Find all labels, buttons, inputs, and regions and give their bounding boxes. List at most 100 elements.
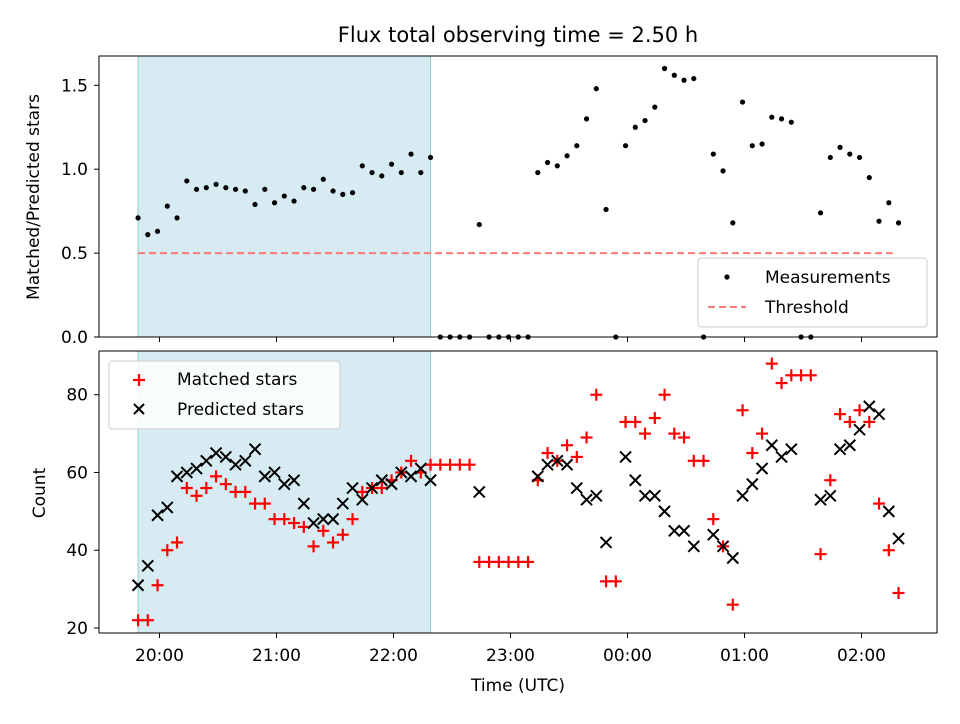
predicted-star-point — [170, 470, 184, 483]
matched-star-point — [200, 482, 213, 495]
matched-star-point — [171, 536, 184, 549]
legend-threshold-label: Threshold — [764, 298, 849, 318]
matched-star-point — [356, 485, 369, 498]
predicted-star-point — [356, 493, 369, 506]
top-x-tick-marks — [159, 337, 862, 342]
matched-star-point — [834, 408, 847, 421]
measurement-point — [330, 188, 336, 194]
predicted-star-point — [716, 540, 730, 553]
measurement-point — [291, 198, 297, 204]
bottom-y-axis: 20 40 60 80 — [66, 386, 99, 639]
measurement-point — [886, 200, 892, 206]
matched-star-point — [678, 431, 691, 444]
measurement-point — [154, 228, 161, 234]
predicted-star-point — [551, 454, 564, 468]
matched-star-point — [258, 497, 271, 510]
measurement-point — [837, 144, 843, 150]
predicted-star-point — [882, 505, 896, 518]
bottom-y-tick-label: 60 — [66, 463, 88, 483]
matched-star-point — [307, 540, 320, 553]
measurement-point — [408, 151, 414, 157]
predicted-star-point — [248, 442, 262, 456]
legend-matched-marker — [133, 374, 145, 386]
top-plot-frame — [98, 55, 938, 338]
predicted-star-point — [677, 524, 691, 538]
matched-star-point — [278, 513, 291, 526]
matched-star-point — [210, 470, 223, 483]
matched-star-point — [756, 427, 769, 440]
measurement-point — [135, 215, 141, 221]
matched-star-point — [141, 614, 154, 627]
measurement-point — [574, 143, 580, 149]
predicted-star-point — [843, 439, 857, 452]
chart-title: Flux total observing time = 2.50 h — [338, 23, 698, 47]
predicted-star-point — [365, 481, 379, 495]
measurement-point — [652, 104, 658, 110]
bottom-legend: Matched stars Predicted stars — [108, 360, 341, 430]
measurement-point — [759, 141, 765, 147]
measurement-point — [388, 161, 395, 167]
measurement-point — [252, 201, 258, 208]
measurement-point — [184, 178, 190, 184]
predicted-star-point — [541, 458, 554, 471]
predicted-star-point — [736, 489, 749, 503]
measurement-point — [232, 186, 239, 192]
bottom-points-layer — [131, 357, 905, 627]
measurement-point — [661, 65, 668, 72]
predicted-star-point — [833, 442, 847, 456]
predicted-star-point — [658, 505, 671, 518]
matched-star-point — [648, 412, 661, 425]
measurement-point — [164, 203, 170, 209]
predicted-star-point — [317, 512, 330, 526]
bottom-legend-box — [108, 360, 341, 430]
bottom-x-axis: 20:00 21:00 22:00 23:00 00:00 01:00 02:00 — [135, 633, 886, 666]
matched-star-point — [882, 544, 895, 557]
predicted-star-point — [229, 458, 242, 471]
legend-predicted-marker — [133, 403, 145, 415]
measurement-point — [788, 119, 794, 125]
matched-star-point — [375, 482, 388, 495]
matched-star-point — [336, 528, 349, 541]
matched-star-point — [151, 579, 164, 592]
matched-star-point — [639, 427, 652, 440]
matched-star-point — [346, 513, 359, 526]
predicted-star-point — [297, 497, 311, 510]
predicted-star-point — [619, 450, 632, 464]
matched-star-point — [853, 404, 866, 417]
top-y-tick-label: 0.5 — [61, 244, 88, 264]
measurement-point — [193, 186, 200, 192]
matched-star-point — [804, 369, 817, 382]
top-panel: 0.0 0.5 1.0 1.5 Flux total observing time =… — [24, 23, 938, 348]
measurement-point — [671, 72, 677, 78]
measurement-point — [340, 191, 346, 197]
predicted-star-point — [395, 466, 408, 479]
measurement-point — [359, 163, 365, 169]
x-tick-label: 21:00 — [252, 646, 301, 666]
matched-star-point — [892, 587, 905, 600]
measurement-point — [876, 218, 882, 224]
measurement-point — [242, 188, 248, 194]
legend-measurements-label: Measurements — [765, 268, 891, 288]
x-tick-label: 02:00 — [837, 646, 886, 666]
predicted-star-point — [570, 481, 584, 495]
measurement-point — [593, 86, 599, 92]
measurement-point — [174, 215, 180, 221]
measurement-point — [369, 169, 375, 176]
matched-star-point — [180, 482, 193, 495]
measurement-point — [476, 221, 482, 228]
measurement-point — [739, 99, 746, 105]
predicted-star-point — [424, 474, 437, 487]
measurement-point — [632, 124, 638, 130]
predicted-star-point — [307, 516, 320, 530]
predicted-star-point — [590, 489, 603, 503]
predicted-star-point — [580, 493, 593, 506]
predicted-star-point — [336, 497, 350, 510]
predicted-star-point — [385, 477, 398, 491]
predicted-star-point — [599, 536, 613, 549]
measurement-point — [642, 117, 648, 124]
matched-star-point — [863, 415, 876, 428]
measurement-point — [866, 174, 872, 181]
top-y-tick-label: 1.0 — [61, 160, 88, 180]
predicted-star-point — [219, 450, 233, 464]
top-y-tick-label: 0.0 — [61, 328, 88, 348]
